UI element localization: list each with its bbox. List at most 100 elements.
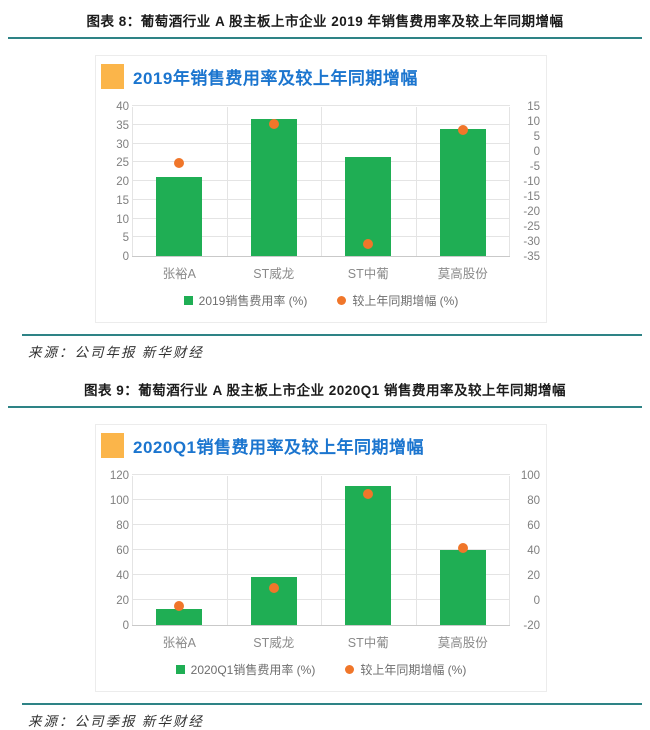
chart-card-2019: 2019年销售费用率及较上年同期增幅 0 5 10 15 20 25 30 35 40 -35-… xyxy=(95,55,547,323)
data-point-张裕A xyxy=(174,158,185,168)
gridline-vertical xyxy=(226,107,228,256)
left-axis-tick-label: 5 xyxy=(122,232,129,245)
plot-area xyxy=(132,474,510,626)
left-axis-tick-label: 0 xyxy=(122,251,129,263)
category-label: ST中葡 xyxy=(347,267,389,281)
figure9-source-rule xyxy=(22,703,642,705)
gridline-vertical xyxy=(226,476,228,625)
right-axis-tick-label: -20 xyxy=(523,620,540,632)
data-point-莫高股份 xyxy=(457,542,468,553)
bar-张裕A xyxy=(156,177,203,256)
right-axis-tick-label: -25 xyxy=(523,221,540,233)
right-axis-tick-label: -30 xyxy=(523,236,540,248)
legend: 2019销售费用率 (%) 较上年同期增幅 (%) xyxy=(96,282,546,322)
gridline-vertical xyxy=(509,476,510,625)
category-axis: 张裕A ST威龙 ST中葡 莫高股份 xyxy=(132,626,510,651)
legend-item: 2019销售费用率 (%) xyxy=(183,292,308,309)
right-axis-tick-label: 20 xyxy=(527,570,540,582)
figure9-header-rule xyxy=(8,406,642,408)
legend-label: 较上年同期增幅 (%) xyxy=(352,294,459,308)
gridline-vertical xyxy=(132,476,133,625)
left-axis-tick-label: 25 xyxy=(116,157,129,170)
legend-label: 2020Q1销售费用率 (%) xyxy=(190,663,316,677)
left-axis-tick-label: 60 xyxy=(116,545,129,557)
left-axis-tick-label: 100 xyxy=(109,495,129,507)
left-axis-tick-label: 20 xyxy=(116,176,129,188)
left-axis-tick-label: 20 xyxy=(116,595,129,607)
title-marker-square xyxy=(101,63,124,89)
left-axis-tick-label: 0 xyxy=(122,620,129,632)
data-point-ST中葡 xyxy=(363,239,374,249)
left-axis-tick-label: 30 xyxy=(116,138,129,151)
category-label: ST威龙 xyxy=(253,267,295,281)
left-axis-tick-label: 120 xyxy=(109,470,129,482)
category-label: 莫高股份 xyxy=(437,636,488,650)
gridline-vertical xyxy=(321,476,322,625)
legend-item: 较上年同期增幅 (%) xyxy=(345,661,466,678)
gridline-vertical xyxy=(321,107,322,256)
data-point-ST中葡 xyxy=(363,488,374,499)
figure8-source-rule xyxy=(22,334,642,336)
right-axis-tick-label: -15 xyxy=(523,191,540,203)
data-point-ST威龙 xyxy=(268,119,279,129)
right-axis-tick-label: 5 xyxy=(533,131,540,143)
figure8-header-rule xyxy=(8,37,642,39)
legend-bar-swatch-icon xyxy=(175,665,185,674)
plot-row: 0 20 40 60 80 100 120 -20 0 20 40 60 80 100 xyxy=(96,470,546,632)
gridline-vertical xyxy=(415,476,417,625)
legend-label: 2019销售费用率 (%) xyxy=(198,294,308,308)
legend-point-swatch-icon xyxy=(337,296,347,305)
gridline-horizontal xyxy=(132,105,510,106)
right-axis-tick-label: -20 xyxy=(523,206,540,218)
gridline-vertical xyxy=(132,107,133,256)
title-marker-square xyxy=(101,432,124,458)
data-point-莫高股份 xyxy=(457,125,468,135)
legend-bar-swatch-icon xyxy=(183,296,193,305)
gridline-horizontal xyxy=(132,474,510,475)
data-point-ST威龙 xyxy=(268,582,279,593)
chart-title-2020q1: 2020Q1销售费用率及较上年同期增幅 xyxy=(133,437,424,457)
right-axis-tick-label: 10 xyxy=(527,116,540,128)
category-label: ST中葡 xyxy=(347,636,389,650)
legend-label: 较上年同期增幅 (%) xyxy=(360,663,467,677)
left-axis-tick-label: 10 xyxy=(116,213,129,226)
left-axis: 0 5 10 15 20 25 30 35 40 xyxy=(98,101,132,263)
right-axis-tick-label: -10 xyxy=(523,176,540,188)
category-label: 莫高股份 xyxy=(437,267,488,281)
chart-title-2019: 2019年销售费用率及较上年同期增幅 xyxy=(133,68,418,88)
bar-张裕A xyxy=(156,609,203,625)
right-axis-tick-label: 100 xyxy=(520,470,540,482)
right-axis-tick-label: 80 xyxy=(527,495,540,507)
category-axis: 张裕A ST威龙 ST中葡 莫高股份 xyxy=(132,257,510,282)
chart-title-row: 2020Q1销售费用率及较上年同期增幅 xyxy=(96,425,546,458)
left-axis-tick-label: 40 xyxy=(116,570,129,582)
category-label: ST威龙 xyxy=(253,636,295,650)
legend-point-swatch-icon xyxy=(345,665,355,674)
legend-item: 2020Q1销售费用率 (%) xyxy=(175,661,316,678)
gridline-vertical xyxy=(415,107,417,256)
left-axis-tick-label: 35 xyxy=(116,119,129,132)
figure9-header: 图表 9：葡萄酒行业 A 股主板上市企业 2020Q1 销售费用率及较上年同期增… xyxy=(83,383,567,398)
plot-row: 0 5 10 15 20 25 30 35 40 -35 -30 -25 -20 -15 -10 -5 0 5 1… xyxy=(96,101,546,263)
bar-ST威龙 xyxy=(250,119,297,256)
right-axis-tick-label: 40 xyxy=(527,545,540,557)
legend: 2020Q1销售费用率 (%) 较上年同期增幅 (%) xyxy=(96,651,546,691)
figure8-header: 图表 8：葡萄酒行业 A 股主板上市企业 2019 年销售费用率及较上年同期增幅 xyxy=(86,14,564,29)
right-axis-tick-label: 15 xyxy=(527,101,540,113)
plot-area xyxy=(132,105,510,257)
left-axis-tick-label: 15 xyxy=(116,194,129,207)
right-axis-tick-label: 0 xyxy=(533,146,540,158)
category-label: 张裕A xyxy=(162,267,196,281)
chart-title-row: 2019年销售费用率及较上年同期增幅 xyxy=(96,56,546,89)
left-axis-tick-label: 40 xyxy=(116,101,129,113)
bar-ST中葡 xyxy=(345,486,392,625)
right-axis-tick-label: 0 xyxy=(533,595,540,607)
left-axis-tick-label: 80 xyxy=(116,520,129,532)
right-axis: -20 0 20 40 60 80 100 xyxy=(510,470,542,632)
bar-莫高股份 xyxy=(439,550,486,625)
category-label: 张裕A xyxy=(162,636,196,650)
figure8-source: 来源：公司年报 新华财经 xyxy=(28,345,204,360)
legend-item: 较上年同期增幅 (%) xyxy=(337,292,458,309)
right-axis: -35 -30 -25 -20 -15 -10 -5 0 5 10 15 xyxy=(510,101,542,263)
data-point-张裕A xyxy=(174,601,185,612)
